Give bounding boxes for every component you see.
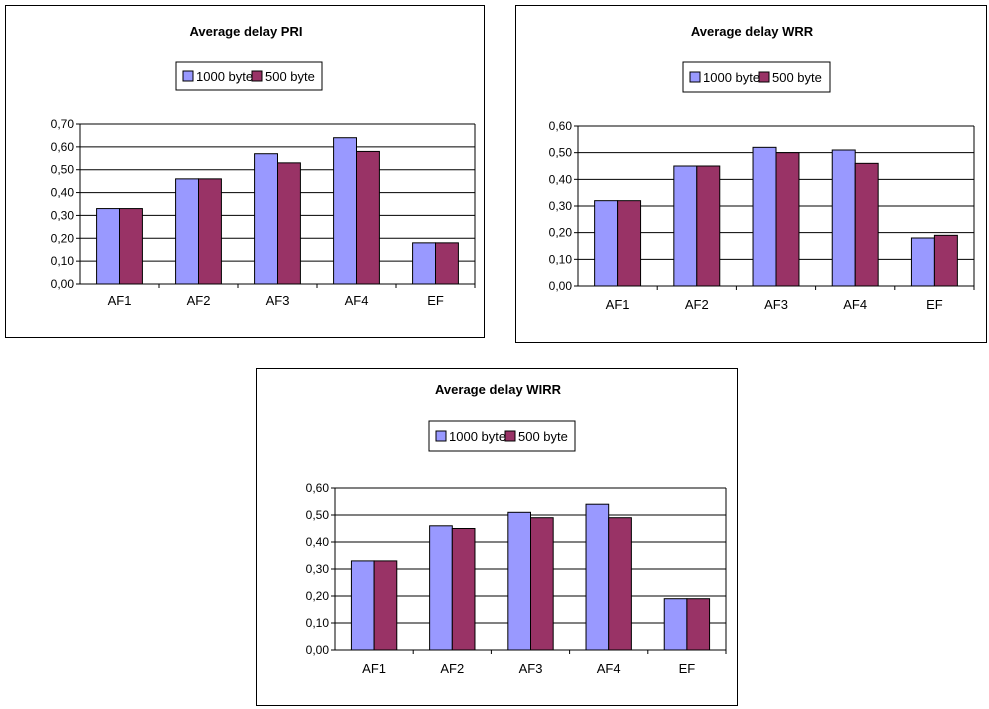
bar-series2-af2 [451, 528, 476, 651]
bar-series1-ef [910, 237, 935, 287]
x-tick-label: AF2 [685, 297, 709, 312]
legend-box [428, 420, 576, 452]
legend-swatch [504, 430, 516, 442]
x-tick-label: EF [427, 293, 444, 308]
y-tick-label: 0,20 [51, 231, 75, 245]
legend-box [682, 61, 831, 93]
bar-series2-af2 [696, 165, 721, 287]
bar-series1-af4 [831, 149, 856, 287]
x-tick-label: AF3 [764, 297, 788, 312]
legend-swatch [689, 71, 701, 83]
bar-series1-af2 [429, 525, 453, 651]
bar-series2-ef [933, 234, 958, 287]
x-tick-label: EF [679, 661, 696, 676]
chart-title: Average delay WIRR [435, 382, 562, 397]
chart-title: Average delay WRR [691, 24, 814, 39]
bar-series2-ef [686, 598, 711, 651]
legend-label: 500 byte [265, 69, 315, 84]
bar-series2-af2 [198, 178, 222, 285]
y-tick-label: 0,10 [306, 616, 330, 630]
bar-series2-af3 [277, 162, 301, 285]
y-tick-label: 0,40 [549, 172, 573, 186]
bar-series1-af1 [594, 200, 619, 287]
chart-wrr-svg: Average delay WRR 1000 byte 500 byte 0,00 0,… [549, 24, 975, 312]
x-tick-label: AF3 [519, 661, 543, 676]
y-tick-label: 0,10 [51, 254, 75, 268]
chart-title: Average delay PRI [190, 24, 303, 39]
bar-series1-af4 [585, 503, 610, 651]
bar-series1-ef [663, 598, 688, 651]
chart-pri-svg: Average delay PRI 1000 byte 500 byte 0,00 0,… [51, 24, 476, 308]
y-tick-label: 0,60 [306, 481, 330, 495]
bar-series1-af1 [96, 208, 120, 285]
x-tick-label: AF1 [362, 661, 386, 676]
y-tick-label: 0,40 [306, 535, 330, 549]
x-tick-label: AF4 [843, 297, 867, 312]
bar-series1-af3 [507, 511, 532, 651]
legend-label: 500 byte [518, 429, 568, 444]
y-tick-label: 0,60 [549, 119, 573, 133]
bar-series1-ef [412, 242, 436, 285]
bar-series1-af4 [333, 137, 357, 285]
y-tick-label: 0,10 [549, 252, 573, 266]
y-tick-label: 0,60 [51, 140, 75, 154]
bar-series2-af4 [854, 162, 879, 287]
legend-swatch [758, 71, 770, 83]
y-tick-label: 0,20 [306, 589, 330, 603]
bar-series1-af2 [175, 178, 199, 285]
bar-series2-af3 [775, 152, 800, 287]
legend-label: 1000 byte [196, 69, 253, 84]
y-tick-label: 0,00 [306, 643, 330, 657]
bar-series1-af3 [752, 146, 777, 287]
y-tick-label: 0,40 [51, 186, 75, 200]
x-tick-label: AF1 [108, 293, 132, 308]
x-tick-label: AF4 [345, 293, 369, 308]
y-tick-label: 0,20 [549, 226, 573, 240]
bar-series1-af1 [350, 560, 375, 651]
legend-swatch [251, 70, 263, 82]
y-tick-label: 0,50 [306, 508, 330, 522]
legend-box [175, 61, 323, 91]
bar-series2-af4 [608, 517, 632, 651]
legend-label: 500 byte [772, 70, 822, 85]
y-tick-label: 0,30 [549, 199, 573, 213]
bar-series2-af1 [119, 208, 143, 285]
legend-label: 1000 byte [703, 70, 760, 85]
x-tick-label: AF2 [440, 661, 464, 676]
legend-label: 1000 byte [449, 429, 506, 444]
x-tick-label: AF3 [266, 293, 290, 308]
bar-series1-af3 [254, 153, 278, 285]
x-tick-label: AF1 [606, 297, 630, 312]
bar-series2-ef [435, 242, 459, 285]
legend-swatch [435, 430, 447, 442]
bar-series2-af1 [373, 560, 398, 651]
chart-wirr-svg: Average delay WIRR 1000 byte 500 byte 0,00 0… [306, 382, 727, 676]
bar-series2-af1 [617, 200, 642, 287]
chart-pri: Average delay PRI 1000 byte 500 byte 0,00 0,… [5, 5, 485, 338]
x-tick-label: AF2 [187, 293, 211, 308]
y-tick-label: 0,50 [51, 163, 75, 177]
y-tick-label: 0,00 [51, 277, 75, 291]
legend-swatch [182, 70, 194, 82]
y-tick-label: 0,50 [549, 146, 573, 160]
y-tick-label: 0,00 [549, 279, 573, 293]
chart-wrr: Average delay WRR 1000 byte 500 byte 0,00 0,… [515, 5, 987, 343]
y-tick-label: 0,30 [51, 208, 75, 222]
x-tick-label: EF [926, 297, 943, 312]
bar-series2-af4 [356, 150, 380, 285]
y-tick-label: 0,30 [306, 562, 330, 576]
bar-series1-af2 [673, 165, 698, 287]
chart-wirr: Average delay WIRR 1000 byte 500 byte 0,00 0… [256, 368, 738, 706]
bar-series2-af3 [530, 517, 554, 651]
y-tick-label: 0,70 [51, 117, 75, 131]
x-tick-label: AF4 [597, 661, 621, 676]
